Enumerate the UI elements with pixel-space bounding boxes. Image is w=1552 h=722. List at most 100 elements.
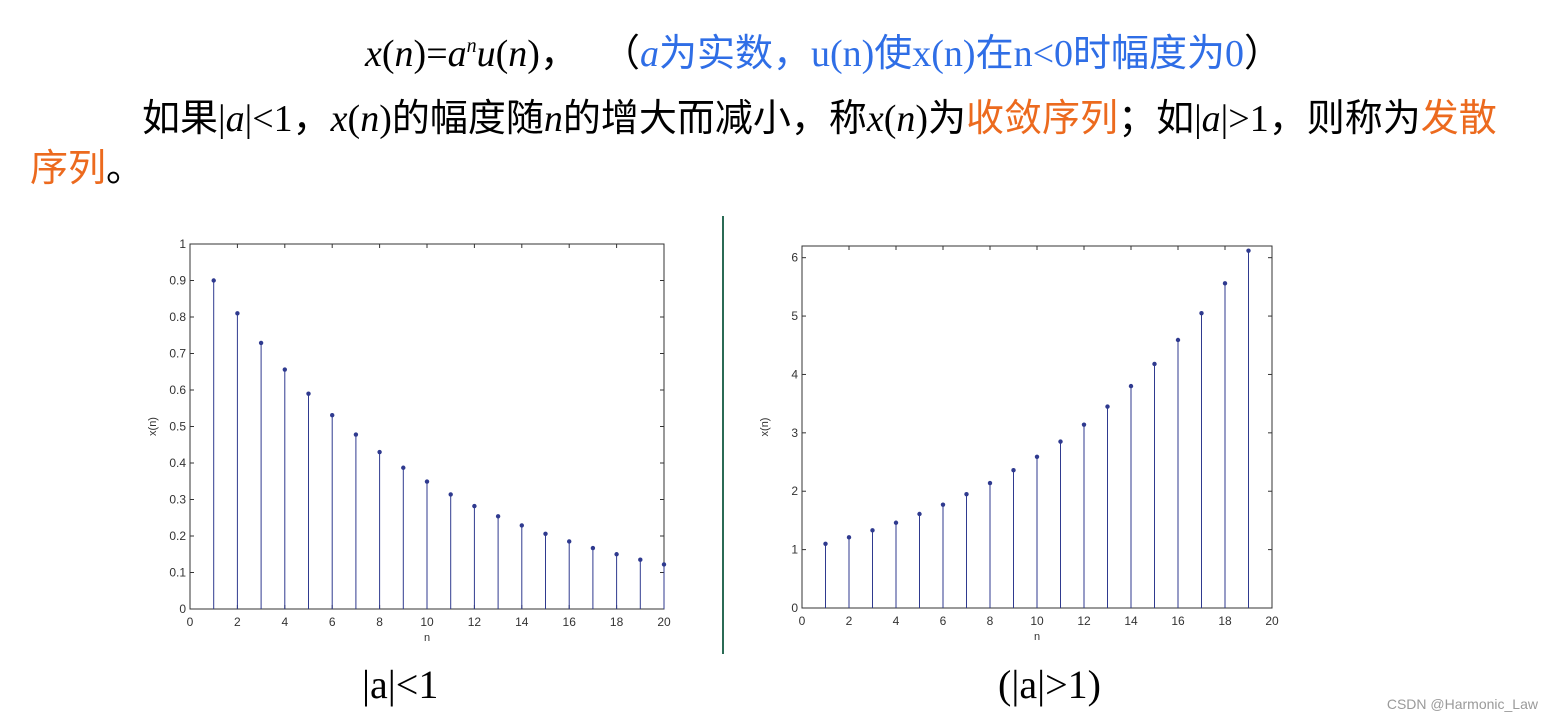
para-text: 的增大而减小，称 [562,98,867,140]
stem-point [870,528,875,533]
stem-point [306,391,311,396]
x-tick-label: 2 [846,614,853,628]
stem-point [846,535,852,540]
x-tick-label: 20 [1265,614,1279,628]
stem-point [448,492,453,497]
y-tick-label: 0.9 [169,274,186,288]
formula-a: a [447,33,467,75]
y-tick-label: 6 [791,251,798,265]
stem-point [590,545,596,551]
y-tick-label: 0.6 [169,383,186,397]
x-tick-label: 18 [610,615,624,629]
stem-point [987,480,993,486]
y-tick-label: 3 [791,426,798,440]
stem-point [614,552,619,557]
para-a: a [225,98,245,140]
x-tick-label: 8 [987,614,994,628]
y-tick-label: 1 [791,543,798,557]
stem-point [964,491,969,497]
stem-point [1034,454,1040,459]
stem-point [1152,361,1157,367]
para-n: n [360,98,380,140]
x-tick-label: 20 [657,615,671,629]
para-text: |>1，则称为 [1220,98,1421,140]
x-axis-label: n [424,632,430,644]
formula-x: x [365,33,382,75]
stem-point [917,511,922,517]
formula-exponent: n [466,35,477,57]
y-axis-label: x(n) [147,417,159,436]
formula-note: a为实数，u(n)使x(n)在n<0时幅度为0 [640,33,1244,75]
para-x: x [330,98,348,140]
stem-point [638,557,643,562]
y-tick-label: 2 [791,484,798,498]
formula-line: x(n)=anu(n)， （a为实数，u(n)使x(n)在n<0时幅度为0） [365,14,1282,86]
y-tick-label: 4 [791,367,798,381]
stem-point [353,432,359,437]
x-tick-label: 4 [281,615,288,629]
formula-n: n [394,33,414,75]
x-tick-label: 4 [893,614,900,628]
formula-rparen-2: ) [527,33,540,75]
x-tick-label: 6 [329,615,336,629]
y-tick-label: 5 [791,309,798,323]
y-axis-label: x(n) [759,418,771,437]
formula-rparen: ) [413,33,427,75]
x-tick-label: 16 [1171,614,1185,628]
stem-point [1175,337,1181,343]
caption-right: (|a|>1) [998,662,1101,707]
para-text: ；如| [1118,98,1202,140]
stem-point [495,514,501,519]
watermark: CSDN @Harmonic_Law [1386,696,1538,712]
para-a: a [1201,98,1221,140]
y-tick-label: 0.3 [169,493,186,507]
stem-point [567,539,572,544]
stem-point [1105,404,1110,409]
caption-left: |a|<1 [362,662,439,707]
stem-point [1058,439,1063,444]
para-n: n [896,98,916,140]
stem-point [282,367,287,372]
x-tick-label: 0 [187,615,194,629]
formula-n-2: n [508,33,528,75]
note-open-paren: （ [601,33,640,75]
y-tick-label: 0 [179,602,186,616]
para-text: ( [883,98,897,140]
stem-point [424,479,430,484]
stem-point [377,449,382,455]
y-tick-label: 0.4 [169,456,186,470]
para-n: n [543,98,563,140]
y-tick-label: 0 [791,601,798,615]
stem-point [235,311,240,316]
x-tick-label: 8 [376,615,383,629]
term-convergent: 收敛序列 [966,98,1119,140]
y-tick-label: 0.2 [169,529,186,543]
stem-point [519,523,524,528]
x-tick-label: 14 [515,615,529,629]
x-tick-label: 16 [563,615,577,629]
stem-point [543,531,548,537]
note-a: a [639,33,659,75]
x-tick-label: 12 [468,615,482,629]
y-tick-label: 0.1 [169,566,186,580]
stem-point [330,412,335,418]
term-divergent: 发散序列 [30,98,1497,190]
x-tick-label: 14 [1124,614,1138,628]
x-tick-label: 18 [1218,614,1232,628]
stem-point [1199,310,1204,316]
stem-point [1128,383,1134,389]
stem-point [472,503,477,509]
formula-comma: ， [539,33,578,75]
para-text: |<1， [244,98,331,140]
para-text: )为 [915,98,967,140]
formula-lparen-2: ( [495,33,509,75]
stem-point [1011,468,1016,473]
stem-point [1081,422,1087,427]
stem-point [1246,248,1251,253]
stem-point [940,502,946,507]
y-tick-label: 1 [179,237,186,251]
definition-paragraph: 如果|a|<1，x(n)的幅度随n的增大而减小，称x(n)为收敛序列；如|a|>… [30,94,1530,194]
note-text: 为实数，u(n)使x(n)在n<0时幅度为0 [658,33,1245,75]
formula-equals: = [426,33,448,75]
